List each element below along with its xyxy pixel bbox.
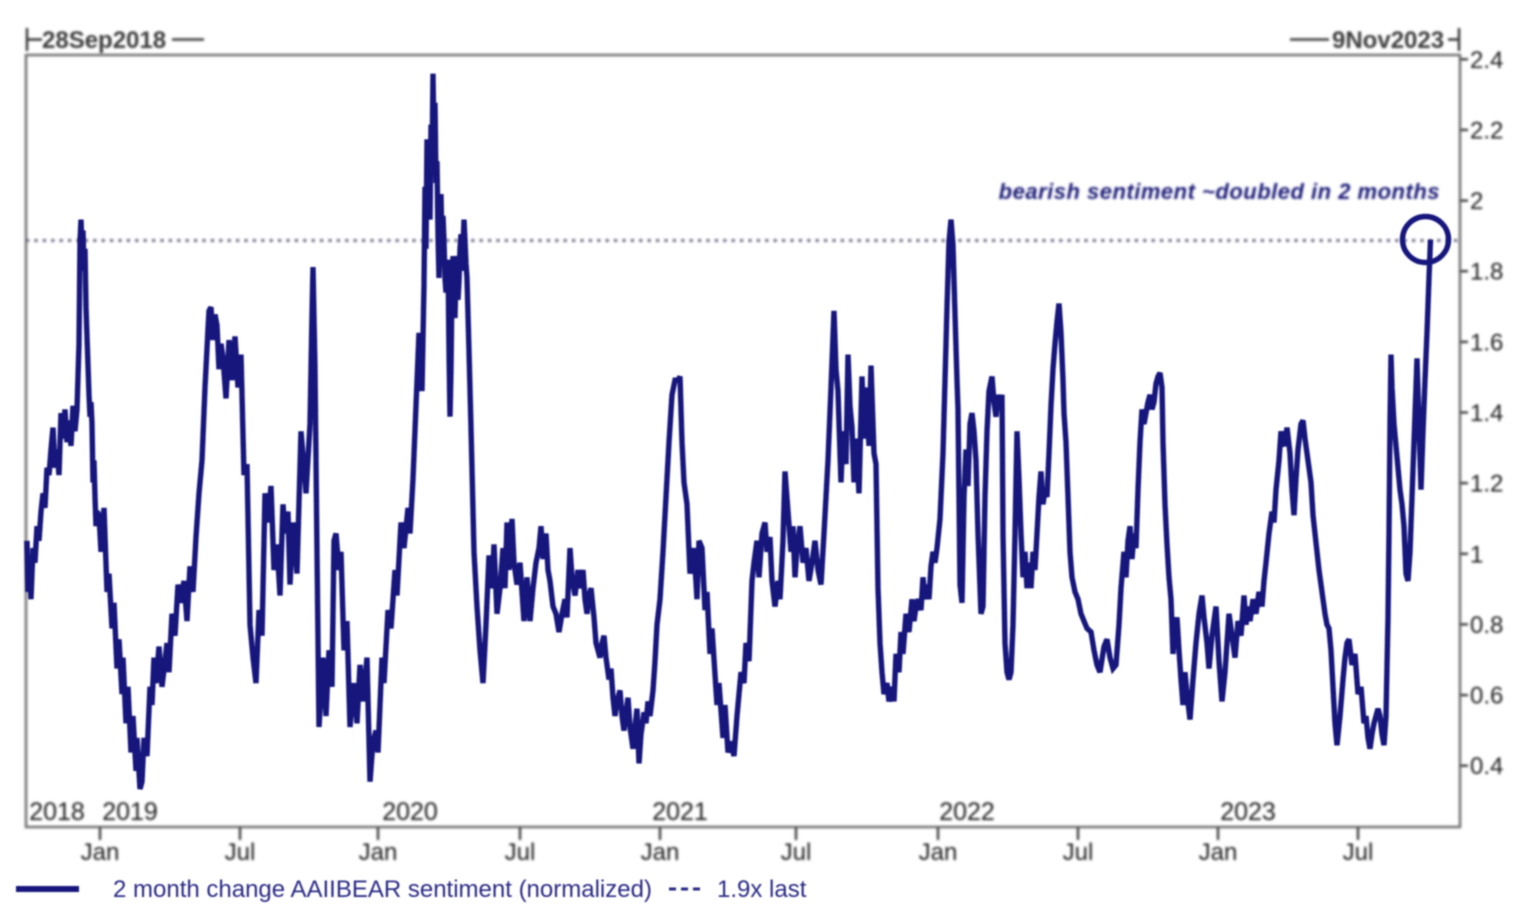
- svg-text:Jul: Jul: [1063, 839, 1094, 866]
- svg-text:Jul: Jul: [781, 839, 812, 866]
- svg-text:2018: 2018: [29, 798, 85, 826]
- svg-text:2020: 2020: [382, 798, 438, 826]
- svg-text:1.4: 1.4: [1470, 400, 1503, 427]
- svg-text:28Sep2018: 28Sep2018: [42, 27, 166, 54]
- svg-text:0.8: 0.8: [1470, 612, 1503, 639]
- svg-text:Jan: Jan: [359, 839, 398, 866]
- svg-text:2 month change AAIIBEAR sentim: 2 month change AAIIBEAR sentiment (norma…: [113, 876, 652, 903]
- svg-text:2019: 2019: [102, 798, 158, 826]
- svg-text:1.9x last: 1.9x last: [717, 876, 807, 903]
- svg-text:1.2: 1.2: [1470, 471, 1503, 498]
- svg-text:Jan: Jan: [81, 839, 120, 866]
- svg-text:2022: 2022: [939, 798, 995, 826]
- svg-text:1.6: 1.6: [1470, 329, 1503, 356]
- svg-text:0.6: 0.6: [1470, 683, 1503, 710]
- svg-text:1.8: 1.8: [1470, 259, 1503, 286]
- svg-text:2023: 2023: [1220, 798, 1276, 826]
- svg-text:1: 1: [1470, 541, 1483, 568]
- svg-text:Jul: Jul: [505, 839, 536, 866]
- svg-text:bearish sentiment ~doubled in: bearish sentiment ~doubled in 2 months: [999, 179, 1440, 204]
- svg-text:2021: 2021: [652, 798, 708, 826]
- svg-text:0.4: 0.4: [1470, 753, 1503, 780]
- svg-text:Jul: Jul: [225, 839, 256, 866]
- svg-text:Jan: Jan: [919, 839, 958, 866]
- svg-text:Jan: Jan: [641, 839, 680, 866]
- svg-text:Jan: Jan: [1199, 839, 1238, 866]
- svg-text:9Nov2023: 9Nov2023: [1332, 27, 1444, 54]
- svg-text:2: 2: [1470, 188, 1483, 215]
- svg-text:Jul: Jul: [1343, 839, 1374, 866]
- svg-text:2.4: 2.4: [1470, 47, 1503, 74]
- svg-text:2.2: 2.2: [1470, 117, 1503, 144]
